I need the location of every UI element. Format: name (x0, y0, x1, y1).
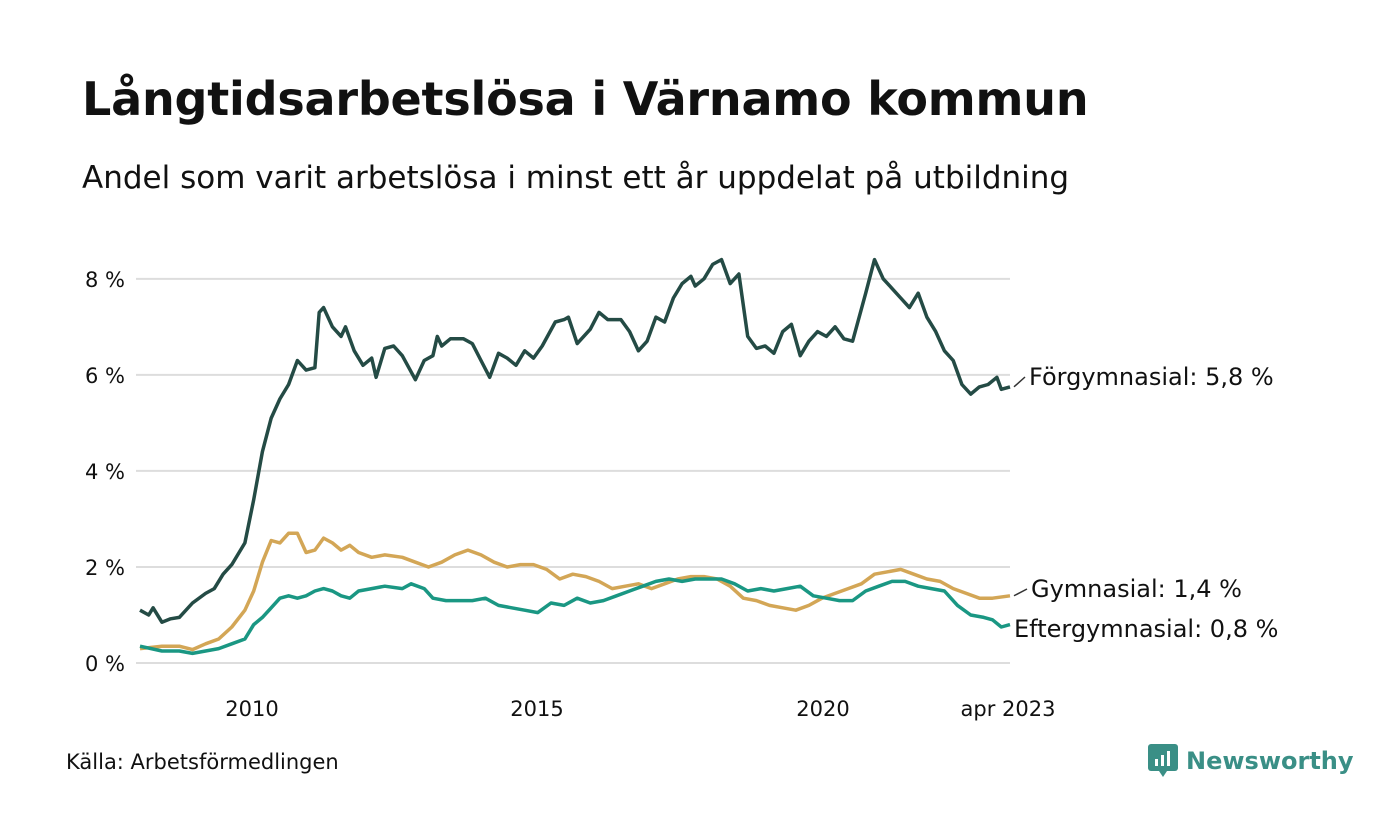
x-tick-label: 2010 (225, 697, 278, 721)
label-connector (1013, 376, 1026, 388)
brand-name: Newsworthy (1186, 747, 1354, 775)
series-lines (139, 257, 1011, 656)
series-end-labels: Förgymnasial: 5,8 % Gymnasial: 1,4 % Efter… (1013, 363, 1278, 643)
series-end-label: Förgymnasial: 5,8 % (1029, 363, 1274, 391)
x-tick-label: 2020 (796, 697, 849, 721)
y-tick-label: 0 % (85, 652, 125, 676)
x-axis-ticks: 2010 2015 2020 apr 2023 (225, 697, 1055, 721)
x-tick-label: apr 2023 (961, 697, 1056, 721)
y-tick-label: 2 % (85, 556, 125, 580)
y-tick-label: 8 % (85, 268, 125, 292)
series-line-gymnasial (139, 531, 1011, 652)
source-note: Källa: Arbetsförmedlingen (66, 750, 339, 774)
y-tick-label: 6 % (85, 364, 125, 388)
chart-title: Långtidsarbetslösa i Värnamo kommun (82, 72, 1089, 126)
y-axis-ticks: 0 % 2 % 4 % 6 % 8 % (85, 268, 125, 676)
series-end-label: Gymnasial: 1,4 % (1031, 575, 1242, 603)
grid-lines (136, 277, 1010, 664)
series-line-förgymnasial (139, 257, 1011, 624)
x-tick-label: 2015 (510, 697, 563, 721)
label-connector (1013, 588, 1028, 597)
series-end-label: Eftergymnasial: 0,8 % (1014, 615, 1278, 643)
y-tick-label: 4 % (85, 460, 125, 484)
chart-subtitle: Andel som varit arbetslösa i minst ett å… (82, 160, 1070, 196)
newsworthy-icon (1148, 744, 1178, 777)
brand-logo[interactable]: Newsworthy (1148, 744, 1354, 778)
series-line-eftergymnasial (139, 577, 1011, 656)
